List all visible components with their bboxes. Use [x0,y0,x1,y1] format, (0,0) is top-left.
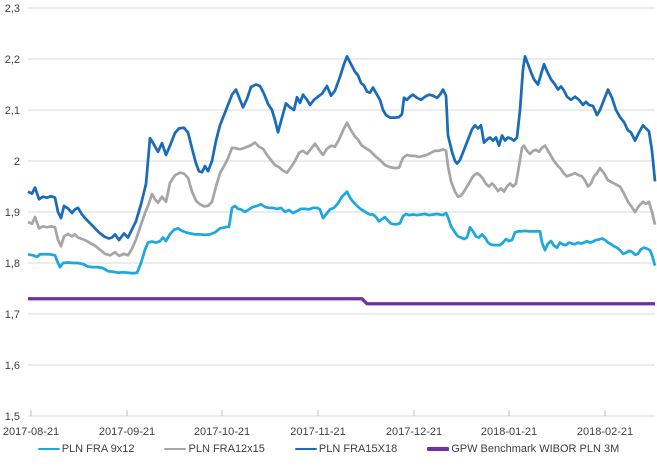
legend-swatch-gpw-benchmark-wibor-pln-3m [427,447,450,451]
chart-legend: PLN FRA 9x12 PLN FRA12x15 PLN FRA15X18 GPW … [0,443,657,455]
y-axis-tick-label: 1,6 [5,360,20,372]
x-axis-tick-label: 2017-08-21 [3,426,59,438]
y-axis-tick-label: 2,1 [5,105,20,117]
x-axis-tick-label: 2018-02-21 [577,426,633,438]
chart-svg: 2,3 2,2 2,1 2 1,9 1,8 1,7 1,6 1,5 2017-08-21 2017-… [3,3,657,438]
legend-swatch-pln-fra-9x12 [37,447,60,451]
legend-label: PLN FRA12x15 [188,443,265,455]
x-axis-tick-label: 2017-12-21 [386,426,442,438]
legend-label: PLN FRA15X18 [318,443,398,455]
y-axis-tick-label: 1,9 [5,207,20,219]
y-axis-tick-label: 1,7 [5,309,20,321]
legend-item-pln-fra-9x12: PLN FRA 9x12 [37,443,135,455]
y-axis-tick-label: 2,3 [5,3,20,15]
series-line-pln-fra15x18 [27,55,657,242]
y-axis-tick-label: 2,2 [5,54,20,66]
series-line-pln-fra-9x12 [27,190,657,275]
legend-swatch-pln-fra12x15 [164,447,187,451]
legend-item-gpw-benchmark-wibor-pln-3m: GPW Benchmark WIBOR PLN 3M [427,443,619,455]
series-line-pln-fra12x15 [27,121,657,258]
legend-label: GPW Benchmark WIBOR PLN 3M [451,443,620,455]
x-axis-tick-label: 2017-10-21 [194,426,250,438]
x-axis-tick-label: 2017-11-21 [290,426,345,438]
x-axis-tick-label: 2017-09-21 [99,426,155,438]
y-axis-tick-label: 1,8 [5,258,20,270]
legend-item-pln-fra12x15: PLN FRA12x15 [164,443,265,455]
x-axis-tick-label: 2018-01-21 [481,426,537,438]
legend-label: PLN FRA 9x12 [61,443,135,455]
legend-swatch-pln-fra15x18 [294,447,317,451]
y-axis-tick-label: 2 [14,156,20,168]
y-axis-tick-label: 1,5 [5,411,20,423]
legend-item-pln-fra15x18: PLN FRA15X18 [294,443,398,455]
series-line-gpw-benchmark-wibor-pln-3m [28,297,655,306]
